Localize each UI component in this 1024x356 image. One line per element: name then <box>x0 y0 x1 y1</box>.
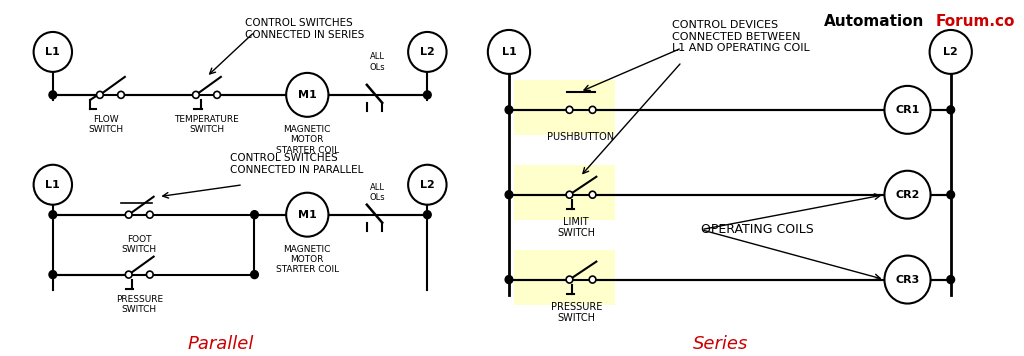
Circle shape <box>487 30 530 74</box>
Circle shape <box>505 106 513 114</box>
Text: M1: M1 <box>298 210 316 220</box>
Circle shape <box>49 91 56 99</box>
Text: Parallel: Parallel <box>187 335 254 354</box>
Circle shape <box>947 106 954 114</box>
Text: PRESSURE
SWITCH: PRESSURE SWITCH <box>551 302 602 323</box>
Circle shape <box>125 211 132 218</box>
FancyBboxPatch shape <box>514 80 614 135</box>
Circle shape <box>505 276 513 284</box>
Text: MAGNETIC
MOTOR
STARTER COIL: MAGNETIC MOTOR STARTER COIL <box>275 245 339 274</box>
Circle shape <box>193 91 200 98</box>
Circle shape <box>409 32 446 72</box>
Text: ALL
OLs: ALL OLs <box>370 183 385 203</box>
Circle shape <box>885 171 931 219</box>
Circle shape <box>214 91 220 98</box>
Text: OPERATING COILS: OPERATING COILS <box>701 223 814 236</box>
Circle shape <box>96 91 103 98</box>
Circle shape <box>589 106 596 113</box>
Circle shape <box>118 91 124 98</box>
FancyBboxPatch shape <box>514 165 614 220</box>
Text: ALL
OLs: ALL OLs <box>370 52 385 72</box>
Circle shape <box>49 211 56 219</box>
Circle shape <box>885 256 931 304</box>
Text: LIMIT
SWITCH: LIMIT SWITCH <box>557 217 595 238</box>
Text: L2: L2 <box>420 47 435 57</box>
Circle shape <box>49 271 56 279</box>
Circle shape <box>424 211 431 219</box>
Circle shape <box>424 91 431 99</box>
Circle shape <box>947 191 954 199</box>
Text: FLOW
SWITCH: FLOW SWITCH <box>88 115 123 134</box>
Text: L2: L2 <box>943 47 958 57</box>
Text: Forum.co: Forum.co <box>935 14 1015 29</box>
Circle shape <box>146 271 154 278</box>
Circle shape <box>146 211 154 218</box>
Text: M1: M1 <box>298 90 316 100</box>
Text: MAGNETIC
MOTOR
STARTER COIL: MAGNETIC MOTOR STARTER COIL <box>275 125 339 155</box>
Circle shape <box>505 191 513 199</box>
Text: CR3: CR3 <box>895 274 920 284</box>
Circle shape <box>566 191 572 198</box>
Circle shape <box>34 32 72 72</box>
Circle shape <box>34 165 72 205</box>
Text: L1: L1 <box>502 47 516 57</box>
Circle shape <box>251 271 258 279</box>
Text: FOOT
SWITCH: FOOT SWITCH <box>122 235 157 254</box>
Text: L1: L1 <box>45 180 60 190</box>
Text: CONTROL DEVICES
CONNECTED BETWEEN
L1 AND OPERATING COIL: CONTROL DEVICES CONNECTED BETWEEN L1 AND… <box>672 20 810 53</box>
Text: PRESSURE
SWITCH: PRESSURE SWITCH <box>116 294 163 314</box>
Circle shape <box>947 276 954 284</box>
Circle shape <box>885 86 931 134</box>
Circle shape <box>286 73 329 117</box>
Circle shape <box>409 165 446 205</box>
Circle shape <box>589 276 596 283</box>
Text: CR2: CR2 <box>895 190 920 200</box>
Text: PUSHBUTTON: PUSHBUTTON <box>548 132 614 142</box>
Circle shape <box>125 271 132 278</box>
Circle shape <box>566 276 572 283</box>
FancyBboxPatch shape <box>514 250 614 304</box>
Text: CONTROL SWITCHES
CONNECTED IN SERIES: CONTROL SWITCHES CONNECTED IN SERIES <box>245 18 365 40</box>
Circle shape <box>251 211 258 219</box>
Text: L1: L1 <box>45 47 60 57</box>
Text: Automation: Automation <box>824 14 925 29</box>
Text: TEMPERATURE
SWITCH: TEMPERATURE SWITCH <box>174 115 239 134</box>
Circle shape <box>566 106 572 113</box>
Circle shape <box>930 30 972 74</box>
Text: CR1: CR1 <box>895 105 920 115</box>
Text: CONTROL SWITCHES
CONNECTED IN PARALLEL: CONTROL SWITCHES CONNECTED IN PARALLEL <box>230 153 364 175</box>
Circle shape <box>286 193 329 237</box>
Text: L2: L2 <box>420 180 435 190</box>
Circle shape <box>589 191 596 198</box>
Text: Series: Series <box>692 335 748 354</box>
